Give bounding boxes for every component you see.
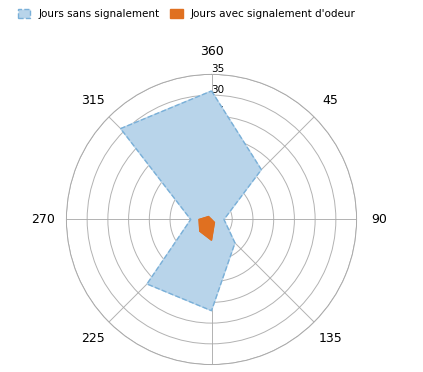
Polygon shape [199,217,214,240]
Legend: Jours sans signalement, Jours avec signalement d'odeur: Jours sans signalement, Jours avec signa… [14,5,360,23]
Polygon shape [121,91,261,311]
